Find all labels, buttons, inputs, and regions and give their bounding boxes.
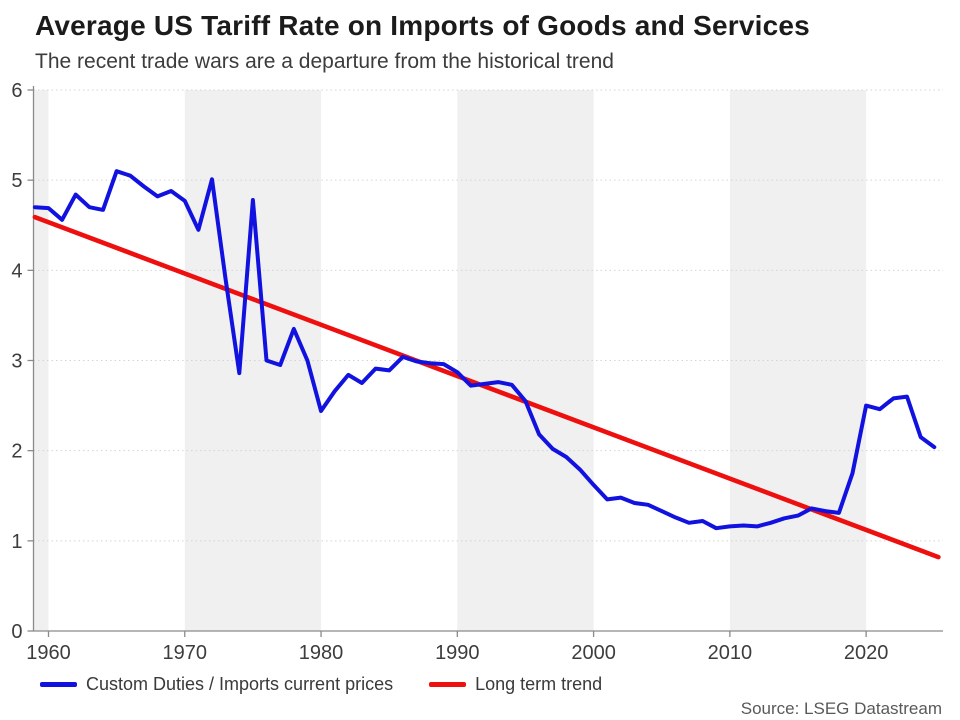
legend-item-custom-duties: Custom Duties / Imports current prices (40, 674, 393, 695)
series-line-custom-duties-imports-current-prices (32, 169, 937, 531)
y-tick-label: 5 (11, 170, 22, 192)
legend-swatch-red-line (429, 681, 467, 687)
decade-band (729, 90, 867, 631)
x-tick-label: 1990 (435, 642, 480, 664)
chart-subtitle: The recent trade wars are a departure fr… (35, 50, 614, 73)
y-tick-label: 0 (11, 621, 22, 643)
legend-label: Long term trend (475, 673, 603, 694)
x-tick-label: 2000 (571, 642, 616, 664)
y-tick-label: 4 (11, 260, 22, 282)
x-tick-label: 1980 (299, 642, 344, 664)
chart-title: Average US Tariff Rate on Imports of Goo… (35, 10, 810, 41)
x-tick-label: 1970 (163, 642, 208, 664)
source-note: Source: LSEG Datastream (740, 699, 942, 718)
y-tick-label: 2 (11, 441, 22, 463)
x-tick-label: 1960 (26, 642, 71, 664)
y-tick-label: 1 (11, 531, 22, 553)
legend-swatch-blue-line (40, 681, 77, 687)
x-tick-label: 2020 (844, 642, 889, 664)
decade-band (33, 90, 49, 631)
decade-band (184, 90, 322, 631)
y-tick-label: 6 (11, 80, 22, 102)
y-tick-label: 3 (11, 351, 22, 373)
series-line-long-term-trend (32, 214, 941, 560)
legend-label: Custom Duties / Imports current prices (86, 673, 394, 694)
legend: Custom Duties / Imports current prices L… (40, 672, 602, 696)
legend-item-long-term-trend: Long term trend (429, 674, 602, 695)
x-tick-label: 2010 (708, 642, 753, 664)
